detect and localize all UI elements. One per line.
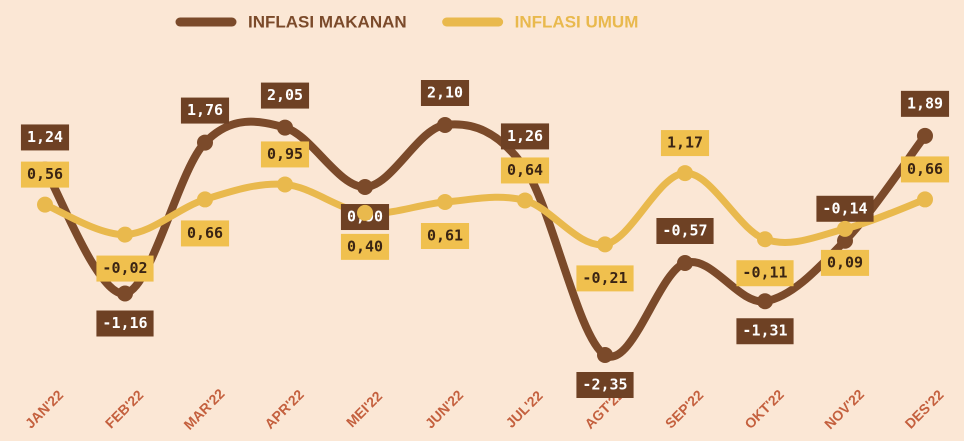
value-label-box (660, 130, 710, 157)
value-label: 1,26 (500, 123, 550, 150)
value-label-box (96, 310, 154, 337)
value-label-text: -0,11 (742, 264, 787, 282)
data-point (677, 165, 693, 182)
value-label-box (736, 260, 794, 287)
value-label: -0,57 (656, 218, 714, 244)
value-label: 1,17 (660, 130, 710, 157)
value-label-box (180, 97, 230, 124)
value-label-text: 0,95 (267, 145, 303, 163)
value-label-box (576, 372, 634, 398)
value-label: 0,66 (900, 156, 950, 183)
value-label-text: -0,57 (662, 222, 707, 240)
value-label-text: -1,31 (742, 322, 787, 340)
value-label-text: -0,14 (822, 199, 867, 217)
value-label: 0,09 (820, 249, 870, 276)
value-label: 2,05 (260, 82, 310, 109)
value-label-box (420, 80, 470, 106)
data-point (277, 176, 293, 193)
value-label-box (340, 233, 390, 260)
value-label: -2,35 (576, 372, 634, 398)
value-label: 0,64 (500, 157, 550, 184)
value-label: 1,76 (180, 97, 230, 124)
value-label-text: 0,56 (27, 165, 63, 183)
value-label-box (500, 123, 550, 150)
value-label: -0,14 (816, 195, 874, 222)
value-label-text: 1,89 (907, 94, 943, 112)
value-label-box (260, 141, 310, 168)
value-label-box (736, 318, 794, 345)
data-point (837, 232, 853, 249)
value-label-text: 0,66 (907, 160, 943, 178)
value-label-text: 1,26 (507, 127, 543, 145)
value-label-text: -0,02 (102, 259, 147, 277)
value-label-text: 1,76 (187, 101, 223, 119)
value-label-box (820, 249, 870, 276)
data-point (597, 236, 613, 253)
value-label-text: -0,21 (582, 269, 627, 287)
value-label-text: 0,40 (347, 237, 383, 255)
value-label: 1,89 (900, 90, 950, 117)
data-point (117, 226, 133, 243)
legend-label: INFLASI UMUM (515, 12, 639, 31)
value-label-box (816, 195, 874, 222)
value-label-text: 2,05 (267, 86, 303, 104)
data-point (917, 127, 933, 144)
value-label: 0,66 (180, 220, 230, 247)
value-label: 0,95 (260, 141, 310, 168)
value-label-box (20, 161, 70, 188)
value-label: -0,11 (736, 260, 794, 287)
data-point (197, 134, 213, 151)
data-point (757, 293, 773, 310)
value-label-box (20, 124, 70, 151)
value-label-box (260, 82, 310, 109)
value-label-text: 1,24 (27, 128, 63, 146)
value-label-text: 2,10 (427, 84, 463, 102)
value-label-box (180, 220, 230, 247)
value-label-text: -1,16 (102, 314, 147, 332)
value-label-text: 0,64 (507, 161, 543, 179)
value-label-box (96, 255, 154, 282)
data-point (37, 196, 53, 213)
data-point (597, 347, 613, 363)
value-label-text: 0,09 (827, 253, 863, 271)
data-point (357, 179, 373, 196)
value-label: 1,24 (20, 124, 70, 151)
data-point (357, 204, 373, 221)
value-label-text: -2,35 (582, 376, 627, 394)
value-label-box (656, 218, 714, 244)
value-label: -0,21 (576, 265, 634, 292)
data-point (117, 285, 133, 302)
value-label-box (420, 223, 470, 250)
value-label-box (900, 156, 950, 183)
data-point (677, 255, 693, 271)
data-point (437, 194, 453, 211)
value-label: -1,31 (736, 318, 794, 345)
data-point (517, 192, 533, 209)
data-point (197, 191, 213, 208)
value-label-text: 1,17 (667, 134, 703, 152)
value-label: -0,02 (96, 255, 154, 282)
data-point (837, 220, 853, 237)
data-point (757, 231, 773, 248)
value-label: 0,56 (20, 161, 70, 188)
value-label: 0,40 (340, 233, 390, 260)
value-label: 0,61 (420, 223, 470, 250)
legend-label: INFLASI MAKANAN (248, 12, 407, 31)
value-label: -1,16 (96, 310, 154, 337)
value-label-box (576, 265, 634, 292)
value-label-box (900, 90, 950, 117)
value-label-text: 0,61 (427, 227, 463, 245)
data-point (277, 119, 293, 136)
data-point (917, 191, 933, 208)
value-label-text: 0,66 (187, 224, 223, 242)
value-label: 2,10 (420, 80, 470, 106)
data-point (437, 117, 453, 133)
value-label-box (500, 157, 550, 184)
